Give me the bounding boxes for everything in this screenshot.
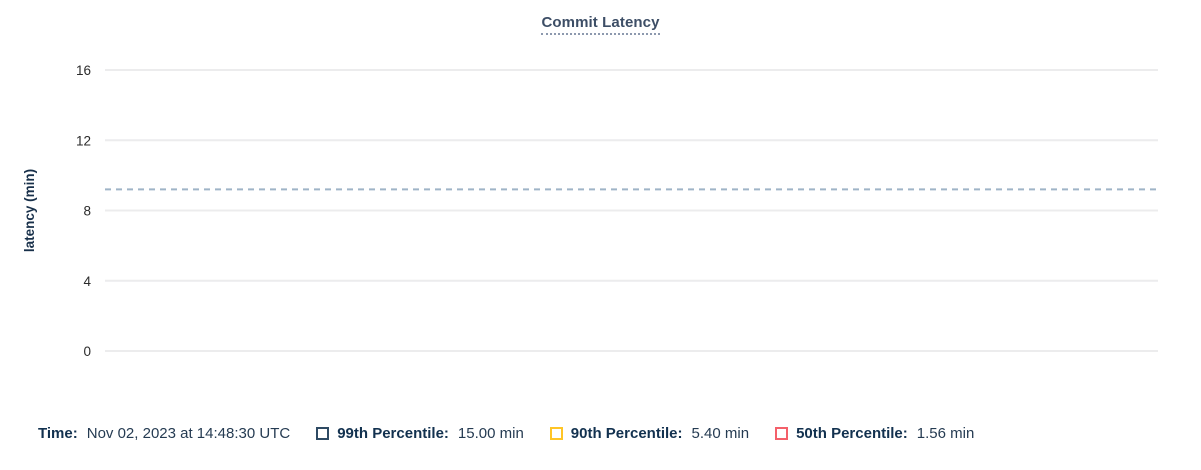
- legend-label-p50: 50th Percentile:: [796, 424, 908, 442]
- y-tick-label: 4: [83, 274, 91, 289]
- legend-item-p99[interactable]: 99th Percentile: 15.00 min: [316, 425, 524, 442]
- time-value: Nov 02, 2023 at 14:48:30 UTC: [86, 424, 291, 442]
- y-tick-label: 8: [83, 204, 91, 219]
- plot-area[interactable]: 048121614:0014:1014:2014:3014:4014:50lat…: [0, 0, 1201, 400]
- legend-label-p99: 99th Percentile:: [337, 424, 449, 442]
- page-title: Commit Latency: [0, 14, 1201, 35]
- legend-value-p50: 1.56 min: [916, 424, 975, 442]
- time-label: Time:: [38, 424, 78, 442]
- legend-label-p90: 90th Percentile:: [570, 424, 683, 442]
- line-chart-svg[interactable]: 048121614:0014:1014:2014:3014:4014:50lat…: [0, 0, 1201, 400]
- y-tick-label: 12: [76, 133, 91, 148]
- legend-item-p50[interactable]: 50th Percentile: 1.56 min: [775, 425, 974, 442]
- legend-value-p90: 5.40 min: [691, 424, 750, 442]
- y-tick-label: 16: [76, 63, 91, 78]
- chart-legend: Time: Nov 02, 2023 at 14:48:30 UTC 99th …: [0, 410, 1201, 456]
- y-axis-title: latency (min): [22, 169, 37, 252]
- legend-swatch-p50: [775, 426, 789, 440]
- chart-title-text: Commit Latency: [541, 14, 660, 35]
- legend-item-p90[interactable]: 90th Percentile: 5.40 min: [549, 424, 750, 442]
- y-tick-label: 0: [83, 344, 91, 359]
- legend-swatch-p90: [549, 426, 563, 440]
- legend-swatch-p99: [316, 426, 330, 440]
- legend-value-p99: 15.00 min: [457, 424, 524, 442]
